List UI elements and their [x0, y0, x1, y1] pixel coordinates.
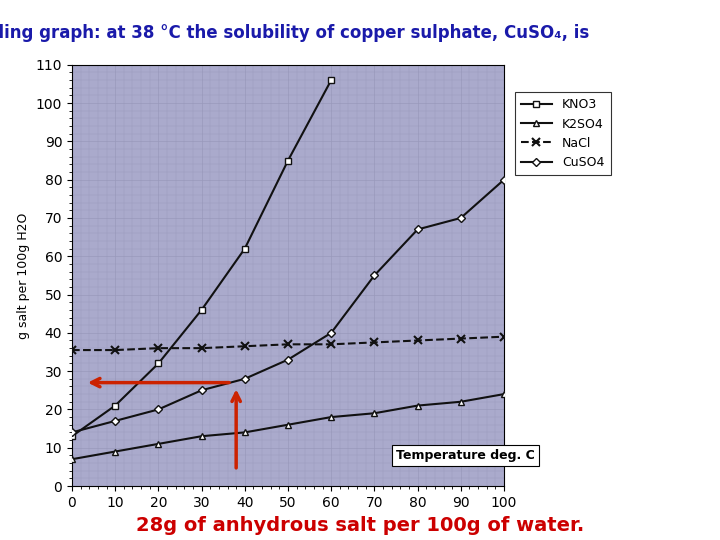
KNO3 [240, 245, 249, 252]
Text: 28g of anhydrous salt per 100g of water.: 28g of anhydrous salt per 100g of water. [136, 516, 584, 535]
Line: K2SO4: K2SO4 [68, 390, 508, 463]
NaCl [240, 343, 249, 349]
Y-axis label: g salt per 100g H2O: g salt per 100g H2O [17, 212, 30, 339]
K2SO4 [327, 414, 336, 420]
CuSO4 [500, 177, 508, 183]
K2SO4 [284, 422, 292, 428]
Legend: KNO3, K2SO4, NaCl, CuSO4: KNO3, K2SO4, NaCl, CuSO4 [515, 92, 611, 176]
NaCl [154, 345, 163, 352]
K2SO4 [197, 433, 206, 440]
NaCl [456, 335, 465, 342]
CuSO4 [240, 375, 249, 382]
K2SO4 [370, 410, 379, 416]
NaCl [500, 333, 508, 340]
K2SO4 [68, 456, 76, 462]
NaCl [197, 345, 206, 352]
Line: CuSO4: CuSO4 [69, 177, 507, 435]
CuSO4 [327, 329, 336, 336]
K2SO4 [111, 448, 120, 455]
Text: Reading graph: at 38 °C the solubility of copper sulphate, CuSO₄, is: Reading graph: at 38 °C the solubility o… [0, 24, 590, 42]
NaCl [111, 347, 120, 353]
KNO3 [197, 307, 206, 313]
CuSO4 [413, 226, 422, 233]
CuSO4 [111, 417, 120, 424]
CuSO4 [284, 356, 292, 363]
KNO3 [111, 402, 120, 409]
CuSO4 [197, 387, 206, 394]
K2SO4 [500, 391, 508, 397]
Line: NaCl: NaCl [68, 333, 508, 354]
NaCl [284, 341, 292, 348]
NaCl [413, 338, 422, 344]
KNO3 [284, 157, 292, 164]
NaCl [68, 347, 76, 353]
KNO3 [327, 77, 336, 83]
NaCl [370, 339, 379, 346]
KNO3 [68, 433, 76, 440]
CuSO4 [68, 429, 76, 436]
Text: Temperature deg. C: Temperature deg. C [396, 449, 535, 462]
K2SO4 [240, 429, 249, 436]
K2SO4 [413, 402, 422, 409]
K2SO4 [456, 399, 465, 405]
K2SO4 [154, 441, 163, 447]
CuSO4 [456, 215, 465, 221]
CuSO4 [370, 272, 379, 279]
CuSO4 [154, 406, 163, 413]
Line: KNO3: KNO3 [69, 77, 334, 439]
KNO3 [154, 360, 163, 367]
NaCl [327, 341, 336, 348]
